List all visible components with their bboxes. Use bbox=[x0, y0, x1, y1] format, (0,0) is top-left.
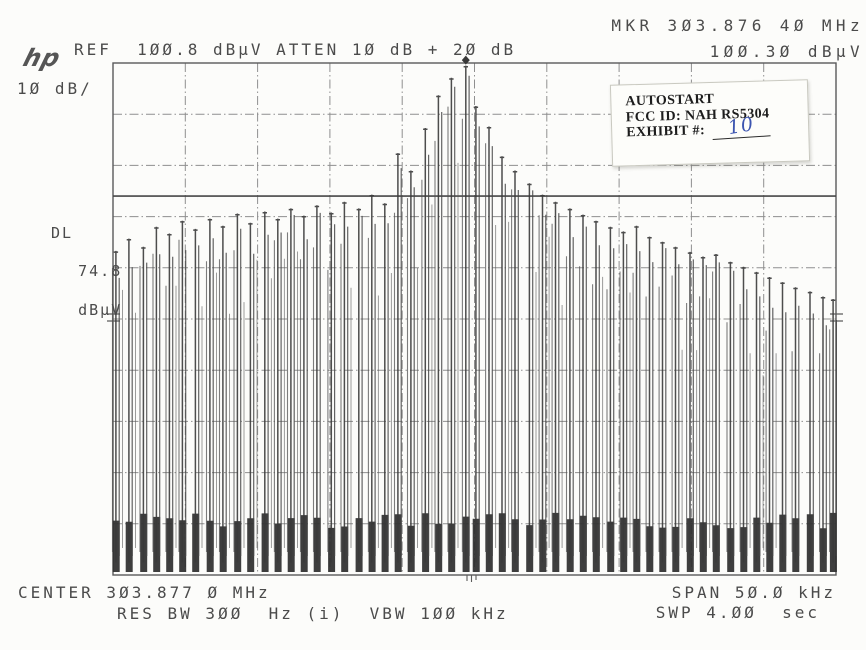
span-label: SPAN 5Ø.Ø kHz bbox=[671, 583, 836, 602]
exhibit-underline: 10 bbox=[711, 113, 771, 140]
edge-reference-ticks bbox=[107, 313, 843, 322]
sticker-exhibit-label: EXHIBIT #: bbox=[626, 123, 706, 141]
marker-frequency-readout: MKR 3Ø3.876 4Ø MHz bbox=[611, 16, 864, 35]
ref-atten-label: REF 1ØØ.8 dBμV ATTEN 1Ø dB + 2Ø dB bbox=[74, 40, 517, 59]
noise-floor-bars bbox=[112, 512, 837, 572]
spectrum-trace-main bbox=[113, 65, 836, 563]
exhibit-number-handwritten: 10 bbox=[726, 112, 756, 139]
marker-level-readout: 1ØØ.3Ø dBμV bbox=[709, 42, 864, 61]
display-line-readout: DL 74.8 dBμV bbox=[34, 224, 120, 339]
res-bw-vbw-label: RES BW 3ØØ Hz (i) VBW 1ØØ kHz bbox=[117, 604, 509, 623]
marker-diamond bbox=[461, 55, 470, 65]
scale-per-div-label: 1Ø dB/ bbox=[17, 79, 93, 98]
center-frequency-label: CENTER 3Ø3.877 Ø MHz bbox=[18, 583, 271, 602]
sweep-time-label: SWP 4.ØØ sec bbox=[655, 603, 820, 622]
spectrum-trace-paired-lines bbox=[118, 75, 837, 556]
dl-label: DL bbox=[50, 224, 74, 242]
spectrum-trace-secondary-lines bbox=[111, 106, 831, 552]
spectrum-trace-minor-lines bbox=[122, 162, 777, 548]
autostart-sticker: AUTOSTART FCC ID: NAH RS5304 EXHIBIT #: … bbox=[609, 79, 811, 167]
center-frequency-ticks bbox=[466, 575, 477, 582]
dl-unit: dBμV bbox=[78, 300, 123, 319]
dl-value: 74.8 bbox=[78, 262, 123, 281]
